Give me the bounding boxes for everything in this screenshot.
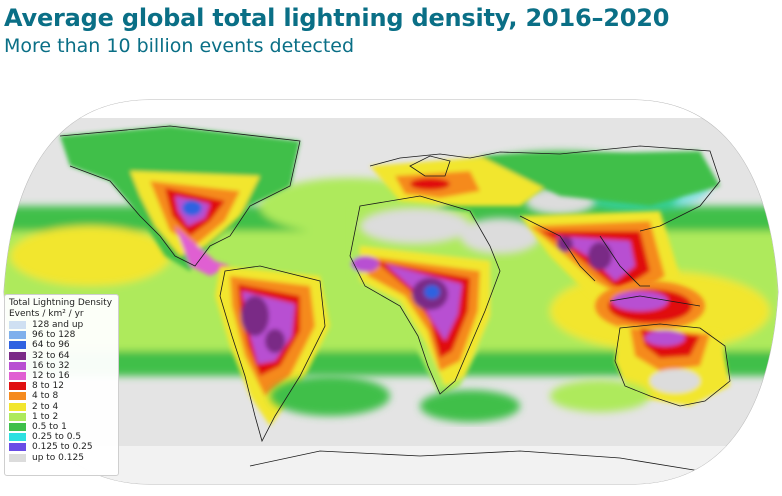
legend-item: 0.125 to 0.25: [9, 442, 114, 452]
legend-swatch: [9, 351, 26, 360]
legend-item: 2 to 4: [9, 402, 114, 412]
legend-label: 0.25 to 0.5: [32, 432, 82, 443]
legend-label: 0.125 to 0.25: [32, 442, 93, 453]
legend-label: 96 to 128: [32, 330, 76, 341]
legend-label: 8 to 12: [32, 381, 64, 392]
maritime-continent-lightning: [595, 281, 705, 331]
legend-item: up to 0.125: [9, 452, 114, 463]
page-title: Average global total lightning density, …: [4, 4, 670, 32]
legend-swatch: [9, 422, 26, 431]
legend-item: 16 to 32: [9, 361, 114, 371]
legend-label: up to 0.125: [32, 452, 84, 463]
legend-item: 1 to 2: [9, 412, 114, 422]
legend-item: 64 to 96: [9, 340, 114, 350]
legend-swatch: [9, 433, 26, 442]
legend-title: Total Lightning Density: [9, 298, 113, 308]
legend-swatch: [9, 361, 26, 370]
legend-items: 128 and up 96 to 128 64 to 96 32 to 64 1…: [9, 320, 114, 463]
legend-label: 32 to 64: [32, 350, 70, 361]
legend-label: 4 to 8: [32, 391, 59, 402]
coastlines: [59, 125, 731, 472]
legend-swatch: [9, 402, 26, 411]
legend-item: 128 and up: [9, 320, 114, 330]
south-america-lightning: [215, 266, 330, 426]
legend: Total Lightning Density Events / km² / y…: [4, 294, 119, 476]
legend-label: 12 to 16: [32, 371, 70, 382]
north-america-lightning: [60, 126, 300, 276]
legend-swatch: [9, 392, 26, 401]
legend-label: 1 to 2: [32, 411, 59, 422]
legend-item: 0.5 to 1: [9, 422, 114, 432]
legend-label: 64 to 96: [32, 340, 70, 351]
legend-swatch: [9, 412, 26, 421]
legend-swatch: [9, 331, 26, 340]
page-subtitle: More than 10 billion events detected: [4, 35, 355, 57]
legend-label: 2 to 4: [32, 401, 59, 412]
legend-item: 0.25 to 0.5: [9, 432, 114, 442]
australia-lightning: [615, 326, 730, 406]
legend-label: 16 to 32: [32, 360, 70, 371]
legend-label: 0.5 to 1: [32, 421, 67, 432]
legend-swatch: [9, 341, 26, 350]
legend-swatch: [9, 321, 26, 330]
legend-swatch: [9, 372, 26, 381]
lightning-density-map: [3, 99, 779, 485]
legend-swatch: [9, 443, 26, 452]
legend-swatch: [9, 382, 26, 391]
africa-lightning: [350, 206, 500, 396]
legend-item: 96 to 128: [9, 330, 114, 340]
legend-units: Events / km² / yr: [9, 309, 84, 319]
eurasia-lightning: [370, 151, 720, 206]
legend-swatch: [9, 453, 26, 462]
legend-item: 12 to 16: [9, 371, 114, 381]
legend-item: 32 to 64: [9, 351, 114, 361]
legend-label: 128 and up: [32, 320, 84, 331]
legend-item: 8 to 12: [9, 381, 114, 391]
legend-item: 4 to 8: [9, 391, 114, 401]
